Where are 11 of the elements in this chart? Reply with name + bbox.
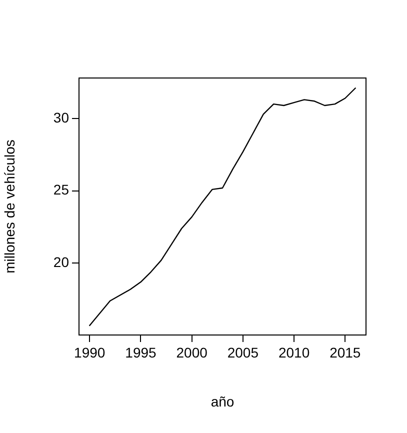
x-tick-label: 2005 [227, 344, 259, 360]
y-tick-label: 20 [53, 254, 70, 270]
x-tick-label: 2000 [176, 344, 208, 360]
x-tick-label: 1995 [125, 344, 157, 360]
y-axis-title: millones de vehículos [1, 140, 18, 274]
y-tick-label: 25 [53, 182, 70, 198]
x-tick-label: 2015 [330, 344, 361, 360]
y-tick-label: 30 [53, 109, 70, 126]
x-tick-label: 2010 [278, 344, 310, 360]
x-axis-title: año [210, 393, 234, 410]
x-tick-label: 1990 [74, 344, 106, 360]
